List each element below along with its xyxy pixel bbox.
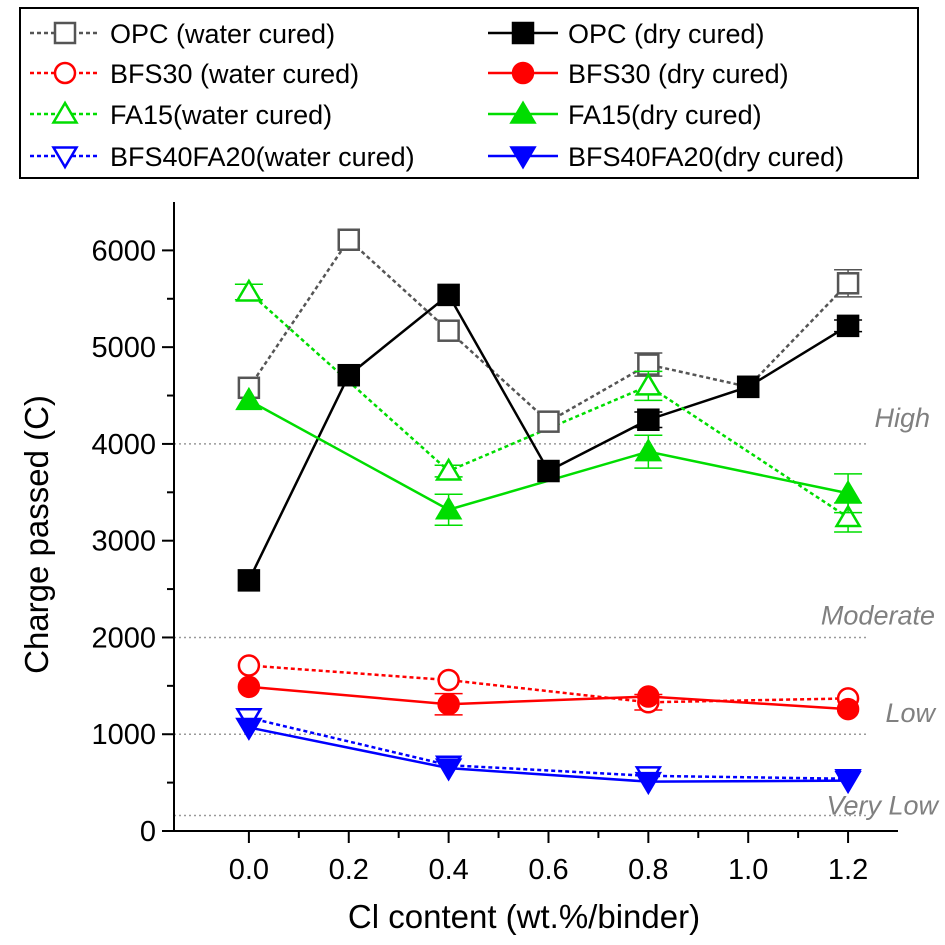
x-tick-label: 0.4 <box>428 854 468 886</box>
series-line <box>248 726 849 783</box>
legend-label: OPC (water cured) <box>110 19 335 49</box>
data-point <box>637 408 660 431</box>
legend-label: OPC (dry cured) <box>568 19 765 49</box>
legend-label: FA15(dry cured) <box>568 100 762 130</box>
y-tick-label: 5000 <box>91 332 156 364</box>
y-tick-label: 3000 <box>91 526 156 558</box>
legend-marker <box>509 100 537 124</box>
x-axis-title: Cl content (wt.%/binder) <box>348 898 700 935</box>
data-point <box>537 459 560 483</box>
data-point <box>836 697 860 721</box>
y-tick-label: 1000 <box>91 719 156 751</box>
data-point <box>235 278 263 302</box>
legend-marker <box>511 61 535 85</box>
x-tick-label: 1.2 <box>828 854 868 886</box>
data-point <box>836 272 860 295</box>
series-lines <box>247 237 849 783</box>
data-point <box>634 771 663 796</box>
legend-marker <box>511 21 535 45</box>
x-tick-label: 0.8 <box>628 854 668 886</box>
data-point <box>836 314 860 338</box>
reference-lines: High Moderate Low Very Low <box>174 403 940 821</box>
y-tick-label: 4000 <box>91 429 156 461</box>
data-point <box>634 438 663 462</box>
data-point <box>237 569 261 592</box>
y-tick-label: 6000 <box>91 235 156 267</box>
legend-label: BFS30 (dry cured) <box>568 59 789 89</box>
y-tick-label: 2000 <box>91 622 156 654</box>
data-point <box>437 319 460 342</box>
band-label: Moderate <box>821 600 935 630</box>
data-point <box>434 457 463 481</box>
x-tick-label: 0.6 <box>528 854 568 886</box>
data-point <box>437 692 460 716</box>
data-point <box>634 372 663 396</box>
data-point <box>235 717 263 741</box>
data-point <box>834 479 862 504</box>
band-label: High <box>874 403 930 433</box>
legend-box <box>19 7 919 179</box>
x-tick-label: 0.2 <box>329 854 369 886</box>
legend-marker <box>53 21 77 45</box>
data-point <box>834 504 862 528</box>
legend-label: BFS40FA20(dry cured) <box>568 142 844 172</box>
data-markers <box>234 228 863 796</box>
band-label: Very Low <box>826 791 939 821</box>
data-point <box>637 685 660 708</box>
data-point <box>736 375 760 399</box>
data-point <box>834 770 862 795</box>
data-point <box>235 386 263 411</box>
legend-label: FA15(water cured) <box>110 100 332 130</box>
data-point <box>434 758 463 782</box>
legend-label: BFS30 (water cured) <box>110 59 359 89</box>
x-tick-label: 0.0 <box>229 854 269 886</box>
legend-marker <box>51 100 79 124</box>
data-point <box>537 410 560 433</box>
data-point <box>337 228 361 251</box>
x-tick-label: 1.0 <box>728 854 768 886</box>
data-point <box>437 668 460 692</box>
y-tick-label: 0 <box>140 816 156 848</box>
series-line <box>248 685 849 711</box>
legend-marker <box>509 146 537 170</box>
legend-marker <box>53 61 77 85</box>
legend: OPC (water cured) OPC (dry cured) BFS30 (w… <box>30 19 844 172</box>
data-point <box>237 654 261 677</box>
y-axis-title: Charge passed (C) <box>18 395 55 674</box>
band-label: Low <box>885 698 936 728</box>
data-point <box>434 496 463 520</box>
legend-marker <box>51 146 79 170</box>
axes: 0 1000 2000 3000 4000 5000 6000 0.0 0.2 0.4 0.6 0.8… <box>91 202 898 886</box>
data-point <box>237 675 261 699</box>
data-point <box>437 283 460 307</box>
data-point <box>337 363 361 387</box>
series-line <box>248 291 849 519</box>
series-line <box>248 664 849 704</box>
series-line <box>247 293 849 581</box>
legend-label: BFS40FA20(water cured) <box>110 142 415 172</box>
series-line <box>248 716 849 780</box>
